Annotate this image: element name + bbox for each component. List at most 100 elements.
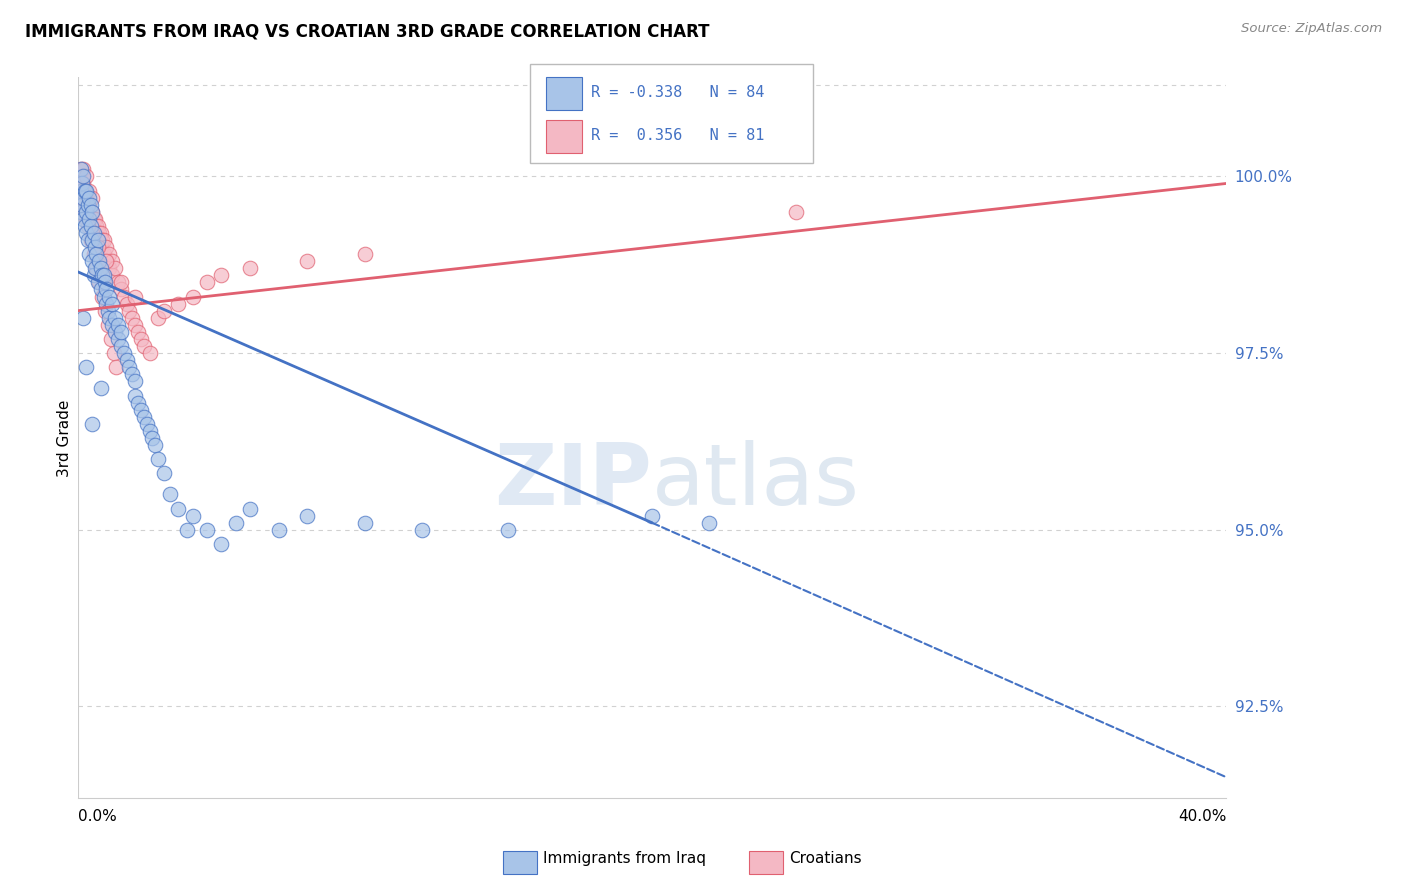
Point [297, 508, 319, 523]
Point [77, 191, 100, 205]
Point [93, 233, 115, 247]
Point [76, 197, 98, 211]
Point [97, 318, 120, 332]
Point [72, 184, 94, 198]
Point [91, 289, 114, 303]
Text: Croatians: Croatians [789, 851, 862, 865]
Point [129, 332, 152, 346]
Point [115, 296, 138, 310]
Point [93, 268, 115, 283]
Point [77, 184, 100, 198]
Point [127, 325, 149, 339]
Point [84, 226, 107, 240]
Text: 0.0%: 0.0% [77, 809, 117, 824]
Point [83, 268, 105, 283]
Point [72, 211, 94, 226]
Point [75, 204, 97, 219]
Point [107, 332, 129, 346]
Point [89, 226, 111, 240]
Point [73, 197, 96, 211]
Point [87, 240, 110, 254]
Point [104, 261, 127, 276]
Point [79, 233, 101, 247]
Point [239, 501, 262, 516]
Point [118, 303, 141, 318]
Text: 40.0%: 40.0% [1178, 809, 1226, 824]
Point [83, 247, 105, 261]
Point [80, 233, 103, 247]
Point [209, 268, 232, 283]
Point [124, 388, 146, 402]
Point [96, 254, 118, 268]
Point [96, 296, 118, 310]
Point [90, 381, 112, 395]
Point [72, 191, 94, 205]
Point [87, 233, 110, 247]
Point [132, 409, 155, 424]
Point [86, 247, 108, 261]
Point [90, 226, 112, 240]
Text: Immigrants from Iraq: Immigrants from Iraq [543, 851, 706, 865]
Point [98, 289, 121, 303]
Point [69, 162, 91, 177]
Point [699, 516, 721, 530]
Point [98, 261, 121, 276]
Point [498, 523, 520, 537]
Point [69, 162, 91, 177]
Point [641, 508, 664, 523]
Point [159, 487, 181, 501]
Point [146, 310, 169, 325]
Point [76, 233, 98, 247]
Point [75, 191, 97, 205]
Point [72, 162, 94, 177]
Point [77, 247, 100, 261]
Point [105, 360, 128, 375]
Point [76, 219, 98, 233]
Point [100, 332, 122, 346]
Point [112, 289, 135, 303]
Point [98, 247, 121, 261]
Point [153, 467, 176, 481]
Point [110, 339, 132, 353]
Point [73, 219, 96, 233]
Point [70, 177, 93, 191]
Point [97, 303, 120, 318]
Point [84, 211, 107, 226]
Point [70, 197, 93, 211]
Point [129, 402, 152, 417]
Point [267, 523, 290, 537]
Point [86, 261, 108, 276]
Point [411, 523, 433, 537]
Point [135, 417, 157, 431]
Point [121, 368, 143, 382]
Point [83, 211, 105, 226]
Point [110, 276, 132, 290]
Point [80, 417, 103, 431]
Point [87, 233, 110, 247]
Point [89, 276, 111, 290]
Point [80, 204, 103, 219]
Point [195, 276, 218, 290]
Point [101, 268, 124, 283]
Point [785, 204, 807, 219]
Point [69, 184, 91, 198]
Point [90, 261, 112, 276]
Point [103, 346, 125, 360]
Point [153, 303, 176, 318]
Point [75, 169, 97, 184]
Point [98, 310, 121, 325]
Point [87, 219, 110, 233]
Point [69, 177, 91, 191]
Point [101, 296, 124, 310]
Point [89, 254, 111, 268]
Point [101, 318, 124, 332]
Point [112, 346, 135, 360]
Point [354, 516, 377, 530]
Point [124, 375, 146, 389]
Point [84, 240, 107, 254]
Point [72, 310, 94, 325]
Point [72, 197, 94, 211]
Point [75, 204, 97, 219]
Text: R =  0.356   N = 81: R = 0.356 N = 81 [591, 128, 763, 143]
Point [73, 204, 96, 219]
